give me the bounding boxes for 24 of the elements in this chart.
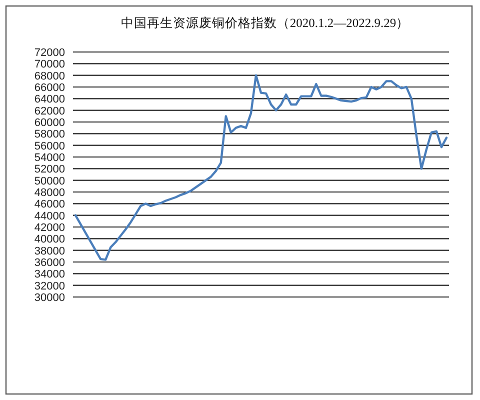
y-tick-label: 64000 bbox=[34, 94, 65, 106]
y-tick-label: 32000 bbox=[34, 280, 65, 292]
y-tick-label: 52000 bbox=[34, 164, 65, 176]
y-tick-label: 58000 bbox=[34, 128, 65, 141]
y-tick-label: 62000 bbox=[34, 105, 65, 118]
y-tick-label: 40000 bbox=[34, 234, 65, 246]
line-series bbox=[74, 74, 448, 261]
y-tick-label: 54000 bbox=[34, 152, 65, 164]
y-tick-label: 68000 bbox=[34, 70, 65, 82]
y-tick-label: 34000 bbox=[34, 268, 65, 281]
chart-title: 中国再生资源废铜价格指数（2020.1.2—2022.9.29） bbox=[120, 16, 410, 30]
y-tick-label: 66000 bbox=[34, 82, 65, 94]
y-tick-label: 56000 bbox=[34, 140, 65, 152]
y-tick-label: 36000 bbox=[34, 257, 65, 269]
y-tick-label: 42000 bbox=[34, 222, 65, 234]
y-tick-label: 50000 bbox=[34, 175, 65, 188]
y-tick-label: 48000 bbox=[34, 187, 65, 199]
y-tick-label: 70000 bbox=[34, 58, 65, 71]
y-tick-label: 44000 bbox=[34, 210, 65, 222]
y-tick-label: 46000 bbox=[34, 198, 65, 211]
y-tick-label: 60000 bbox=[34, 117, 65, 129]
y-tick-label: 72000 bbox=[34, 47, 65, 59]
y-tick-label: 38000 bbox=[34, 245, 65, 258]
y-tick-label: 30000 bbox=[34, 292, 65, 304]
